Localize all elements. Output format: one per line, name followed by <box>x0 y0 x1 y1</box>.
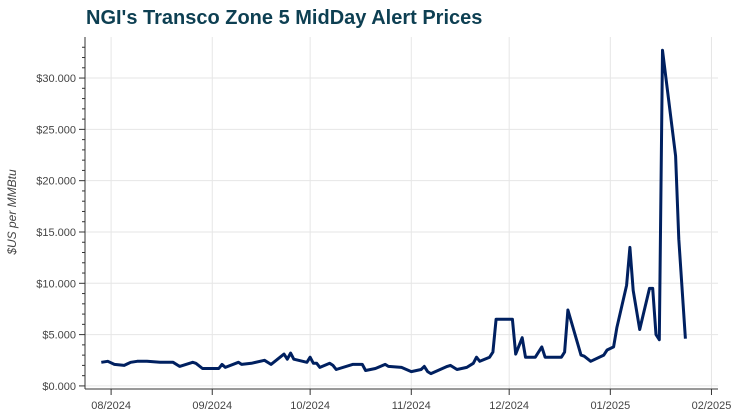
x-tick-label: 11/2024 <box>392 400 431 412</box>
y-tick-label: $20.000 <box>36 176 76 188</box>
x-tick-label: 01/2025 <box>590 400 630 412</box>
y-tick-label: $10.000 <box>36 278 76 290</box>
chart-title: NGI's Transco Zone 5 MidDay Alert Prices <box>86 7 483 29</box>
axes: $0.000 $5.000 $10.000 $15.000 $20.000 $25.000… <box>36 37 731 412</box>
y-tick-label: $0.000 <box>42 381 76 393</box>
x-tick-label: 02/2025 <box>692 400 732 412</box>
y-axis-label: $US per MMBtu <box>5 169 19 256</box>
series-line-group <box>101 48 687 376</box>
price-series-line <box>101 48 687 376</box>
y-tick-label: $5.000 <box>42 330 76 342</box>
x-tick-label: 12/2024 <box>489 400 529 412</box>
grid <box>85 37 718 389</box>
x-tick-label: 08/2024 <box>91 400 131 412</box>
x-tick-label: 10/2024 <box>290 400 330 412</box>
y-tick-label: $25.000 <box>36 124 76 136</box>
y-tick-label: $15.000 <box>36 227 76 239</box>
y-tick-label: $30.000 <box>36 73 76 85</box>
x-tick-label: 09/2024 <box>192 400 232 412</box>
